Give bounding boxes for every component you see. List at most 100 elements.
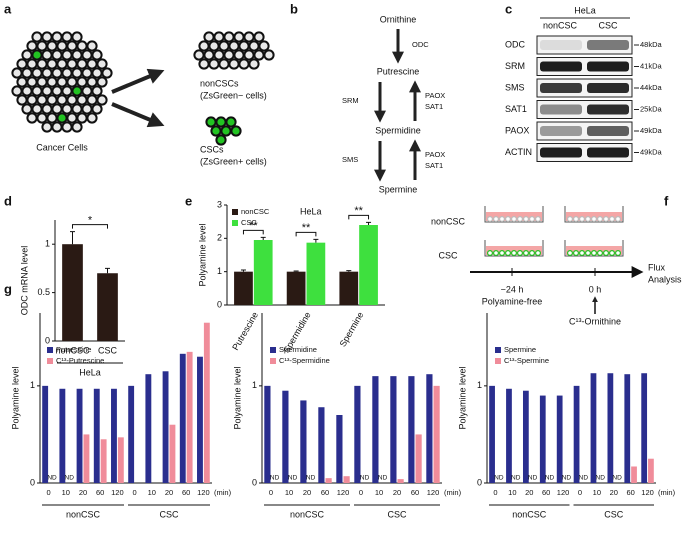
value-label: ND [360,475,370,482]
size-label: 41kDa [640,61,663,70]
value-label: ND [579,475,589,482]
cell [51,85,63,97]
bar [325,478,332,483]
cell [56,40,68,52]
cell [208,58,220,70]
bar [372,376,379,483]
value-label: ND [378,475,388,482]
cell [584,216,591,223]
bar [343,476,350,483]
x-tick-label: 0 [269,488,273,497]
time-label: −24 h [501,284,524,294]
bar [539,395,546,483]
cell [21,67,33,79]
y-tick-label: 0 [252,477,257,487]
bar [264,385,271,483]
cell [71,85,83,97]
cell [26,40,38,52]
x-tick-label: 10 [593,488,601,497]
x-axis-label: (min) [214,488,232,497]
x-tick-label: 60 [542,488,550,497]
cell [46,40,58,52]
legend-label: nonCSC [241,207,270,216]
panel-label: f [664,193,669,208]
cell [86,112,98,124]
band [540,61,582,72]
label: nonCSCs [200,78,239,88]
cell [499,216,506,223]
bar [318,407,325,483]
cell [66,94,78,106]
cell [76,112,88,124]
band [587,61,629,72]
cell [36,58,48,70]
enzyme: SAT1 [425,161,443,170]
bar [390,376,397,483]
cell [534,216,541,223]
bar [641,373,648,483]
cell [213,49,225,61]
x-tick-label: 10 [62,488,70,497]
significance-label: * [88,215,93,227]
x-tick-label: 10 [285,488,293,497]
cell [61,31,73,43]
cell-clusters [11,31,275,146]
enzyme: SAT1 [425,102,443,111]
protein-label: ODC [505,39,526,49]
bar [359,225,378,305]
flux-schematic: nonCSC CSC −24 h Polyamine-free 0 h C¹³-… [431,206,682,326]
bar [415,434,422,483]
y-tick-label: 1 [30,380,35,390]
cell [21,103,33,115]
cell [91,49,103,61]
cell [516,216,523,223]
y-tick-label: 3 [217,199,222,209]
cell [61,49,73,61]
cell [11,85,23,97]
bar [300,400,307,483]
y-tick-label: 0 [217,299,222,309]
legend-swatch [47,347,53,353]
value-label: ND [562,475,572,482]
label: Cancer Cells [36,142,88,152]
label: (ZsGreen− cells) [200,90,267,100]
x-axis-label: (min) [444,488,462,497]
cell [21,85,33,97]
cell [218,40,230,52]
error-bar [346,270,352,272]
cell [487,250,494,257]
cell [608,250,615,257]
bar [489,385,495,483]
cell [41,85,53,97]
time-note: C¹³-Ornithine [569,316,621,326]
arrow [111,68,165,94]
bar [336,415,343,483]
x-tick-label: 120 [337,488,350,497]
lane-label: CSC [598,20,618,30]
group-label: nonCSC [290,509,325,519]
x-tick-label: 120 [641,488,654,497]
legend-swatch [270,358,276,364]
cell [215,116,227,128]
bar [97,273,118,341]
bar [631,466,637,483]
cell [26,58,38,70]
cell [91,67,103,79]
legend-swatch [232,220,238,226]
size-label: 49kDa [640,126,663,135]
legend-label: Putrescine [56,345,91,354]
metabolite: Ornithine [380,14,417,24]
bar [253,240,273,305]
cell [41,103,53,115]
cell [41,31,53,43]
cell [572,216,579,223]
cell [16,94,28,106]
lane-label: nonCSC [543,20,578,30]
group-label: nonCSC [512,509,547,519]
bar [556,395,563,483]
cell [76,40,88,52]
group-label: CSC [387,509,407,519]
cell [499,250,506,257]
